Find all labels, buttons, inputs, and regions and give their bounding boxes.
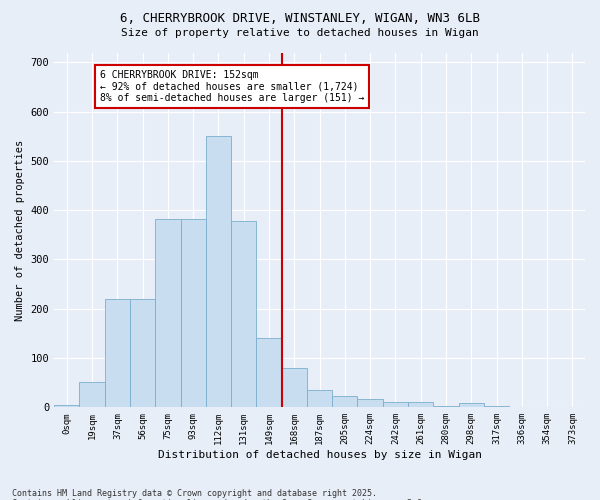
Bar — [332, 396, 358, 407]
Bar — [79, 382, 105, 407]
Bar — [256, 338, 281, 407]
Bar — [206, 136, 231, 407]
Bar — [130, 299, 155, 408]
Bar — [408, 402, 433, 407]
Bar — [54, 405, 79, 407]
Bar — [383, 402, 408, 407]
Text: Contains public sector information licensed under the Open Government Licence v3: Contains public sector information licen… — [12, 498, 427, 500]
Bar — [155, 218, 181, 408]
Y-axis label: Number of detached properties: Number of detached properties — [15, 140, 25, 320]
Text: Contains HM Land Registry data © Crown copyright and database right 2025.: Contains HM Land Registry data © Crown c… — [12, 488, 377, 498]
Bar — [281, 368, 307, 408]
Bar — [358, 399, 383, 407]
Bar — [231, 221, 256, 408]
Text: 6 CHERRYBROOK DRIVE: 152sqm
← 92% of detached houses are smaller (1,724)
8% of s: 6 CHERRYBROOK DRIVE: 152sqm ← 92% of det… — [100, 70, 364, 103]
Bar — [484, 406, 509, 407]
Bar — [105, 299, 130, 408]
Bar — [433, 406, 458, 407]
Text: 6, CHERRYBROOK DRIVE, WINSTANLEY, WIGAN, WN3 6LB: 6, CHERRYBROOK DRIVE, WINSTANLEY, WIGAN,… — [120, 12, 480, 26]
X-axis label: Distribution of detached houses by size in Wigan: Distribution of detached houses by size … — [158, 450, 482, 460]
Bar — [458, 404, 484, 407]
Text: Size of property relative to detached houses in Wigan: Size of property relative to detached ho… — [121, 28, 479, 38]
Bar — [181, 218, 206, 408]
Bar — [307, 390, 332, 407]
